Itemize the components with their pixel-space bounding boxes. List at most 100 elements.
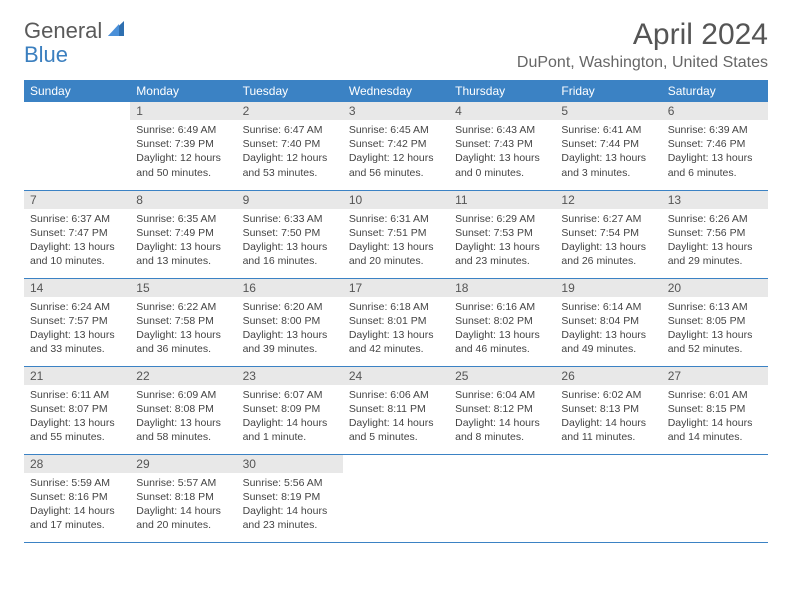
- sunrise-text: Sunrise: 6:07 AM: [243, 388, 337, 402]
- sunrise-text: Sunrise: 6:18 AM: [349, 300, 443, 314]
- sunset-text: Sunset: 7:53 PM: [455, 226, 549, 240]
- calendar-cell: 27Sunrise: 6:01 AMSunset: 8:15 PMDayligh…: [662, 366, 768, 454]
- calendar-cell: 18Sunrise: 6:16 AMSunset: 8:02 PMDayligh…: [449, 278, 555, 366]
- logo-word-blue: Blue: [24, 42, 68, 67]
- calendar-row: 1Sunrise: 6:49 AMSunset: 7:39 PMDaylight…: [24, 102, 768, 190]
- day-body: Sunrise: 6:33 AMSunset: 7:50 PMDaylight:…: [237, 209, 343, 273]
- location: DuPont, Washington, United States: [517, 54, 768, 72]
- calendar-cell: 13Sunrise: 6:26 AMSunset: 7:56 PMDayligh…: [662, 190, 768, 278]
- day-number: 27: [662, 367, 768, 385]
- calendar-cell: 4Sunrise: 6:43 AMSunset: 7:43 PMDaylight…: [449, 102, 555, 190]
- day-body: Sunrise: 6:09 AMSunset: 8:08 PMDaylight:…: [130, 385, 236, 449]
- sunrise-text: Sunrise: 6:45 AM: [349, 123, 443, 137]
- day-number: 22: [130, 367, 236, 385]
- day-body: Sunrise: 6:43 AMSunset: 7:43 PMDaylight:…: [449, 120, 555, 184]
- day-number: 28: [24, 455, 130, 473]
- day-body: Sunrise: 6:04 AMSunset: 8:12 PMDaylight:…: [449, 385, 555, 449]
- day-body: Sunrise: 6:01 AMSunset: 8:15 PMDaylight:…: [662, 385, 768, 449]
- sunset-text: Sunset: 8:02 PM: [455, 314, 549, 328]
- sunset-text: Sunset: 8:00 PM: [243, 314, 337, 328]
- day-body: Sunrise: 6:35 AMSunset: 7:49 PMDaylight:…: [130, 209, 236, 273]
- daylight-text: Daylight: 12 hours and 53 minutes.: [243, 151, 337, 179]
- daylight-text: Daylight: 13 hours and 49 minutes.: [561, 328, 655, 356]
- sunset-text: Sunset: 7:39 PM: [136, 137, 230, 151]
- sunset-text: Sunset: 7:44 PM: [561, 137, 655, 151]
- calendar-cell: 28Sunrise: 5:59 AMSunset: 8:16 PMDayligh…: [24, 454, 130, 542]
- day-body: Sunrise: 6:13 AMSunset: 8:05 PMDaylight:…: [662, 297, 768, 361]
- daylight-text: Daylight: 13 hours and 55 minutes.: [30, 416, 124, 444]
- calendar-cell: 26Sunrise: 6:02 AMSunset: 8:13 PMDayligh…: [555, 366, 661, 454]
- calendar-row: 7Sunrise: 6:37 AMSunset: 7:47 PMDaylight…: [24, 190, 768, 278]
- sunset-text: Sunset: 8:01 PM: [349, 314, 443, 328]
- daylight-text: Daylight: 13 hours and 39 minutes.: [243, 328, 337, 356]
- day-number: 26: [555, 367, 661, 385]
- sunset-text: Sunset: 8:15 PM: [668, 402, 762, 416]
- sunset-text: Sunset: 7:42 PM: [349, 137, 443, 151]
- sunset-text: Sunset: 7:51 PM: [349, 226, 443, 240]
- day-number: 12: [555, 191, 661, 209]
- day-number: 17: [343, 279, 449, 297]
- sunrise-text: Sunrise: 6:31 AM: [349, 212, 443, 226]
- calendar-cell: 11Sunrise: 6:29 AMSunset: 7:53 PMDayligh…: [449, 190, 555, 278]
- daylight-text: Daylight: 13 hours and 26 minutes.: [561, 240, 655, 268]
- calendar-cell: [662, 454, 768, 542]
- day-body: Sunrise: 6:14 AMSunset: 8:04 PMDaylight:…: [555, 297, 661, 361]
- daylight-text: Daylight: 14 hours and 23 minutes.: [243, 504, 337, 532]
- calendar-cell: 12Sunrise: 6:27 AMSunset: 7:54 PMDayligh…: [555, 190, 661, 278]
- daylight-text: Daylight: 14 hours and 1 minute.: [243, 416, 337, 444]
- day-number: 18: [449, 279, 555, 297]
- day-number: 25: [449, 367, 555, 385]
- day-body: Sunrise: 6:29 AMSunset: 7:53 PMDaylight:…: [449, 209, 555, 273]
- day-number: 8: [130, 191, 236, 209]
- day-header-row: Sunday Monday Tuesday Wednesday Thursday…: [24, 80, 768, 102]
- calendar-cell: 5Sunrise: 6:41 AMSunset: 7:44 PMDaylight…: [555, 102, 661, 190]
- sunset-text: Sunset: 7:47 PM: [30, 226, 124, 240]
- calendar-cell: [343, 454, 449, 542]
- daylight-text: Daylight: 12 hours and 56 minutes.: [349, 151, 443, 179]
- sunrise-text: Sunrise: 6:49 AM: [136, 123, 230, 137]
- calendar-cell: 30Sunrise: 5:56 AMSunset: 8:19 PMDayligh…: [237, 454, 343, 542]
- day-body: Sunrise: 6:20 AMSunset: 8:00 PMDaylight:…: [237, 297, 343, 361]
- sunrise-text: Sunrise: 6:43 AM: [455, 123, 549, 137]
- daylight-text: Daylight: 13 hours and 23 minutes.: [455, 240, 549, 268]
- day-number: 19: [555, 279, 661, 297]
- calendar-cell: 25Sunrise: 6:04 AMSunset: 8:12 PMDayligh…: [449, 366, 555, 454]
- sunrise-text: Sunrise: 6:47 AM: [243, 123, 337, 137]
- day-body: Sunrise: 6:45 AMSunset: 7:42 PMDaylight:…: [343, 120, 449, 184]
- sunrise-text: Sunrise: 6:04 AM: [455, 388, 549, 402]
- sunrise-text: Sunrise: 6:37 AM: [30, 212, 124, 226]
- sunrise-text: Sunrise: 6:33 AM: [243, 212, 337, 226]
- day-number: 15: [130, 279, 236, 297]
- sunset-text: Sunset: 8:18 PM: [136, 490, 230, 504]
- calendar-cell: 3Sunrise: 6:45 AMSunset: 7:42 PMDaylight…: [343, 102, 449, 190]
- calendar-row: 28Sunrise: 5:59 AMSunset: 8:16 PMDayligh…: [24, 454, 768, 542]
- daylight-text: Daylight: 12 hours and 50 minutes.: [136, 151, 230, 179]
- calendar-cell: [449, 454, 555, 542]
- calendar-cell: [555, 454, 661, 542]
- day-number: 20: [662, 279, 768, 297]
- sunrise-text: Sunrise: 6:01 AM: [668, 388, 762, 402]
- calendar-cell: 21Sunrise: 6:11 AMSunset: 8:07 PMDayligh…: [24, 366, 130, 454]
- day-body: Sunrise: 6:07 AMSunset: 8:09 PMDaylight:…: [237, 385, 343, 449]
- calendar-cell: 14Sunrise: 6:24 AMSunset: 7:57 PMDayligh…: [24, 278, 130, 366]
- calendar-cell: [24, 102, 130, 190]
- calendar-cell: 8Sunrise: 6:35 AMSunset: 7:49 PMDaylight…: [130, 190, 236, 278]
- day-body: Sunrise: 6:39 AMSunset: 7:46 PMDaylight:…: [662, 120, 768, 184]
- calendar-row: 14Sunrise: 6:24 AMSunset: 7:57 PMDayligh…: [24, 278, 768, 366]
- sunset-text: Sunset: 8:12 PM: [455, 402, 549, 416]
- daylight-text: Daylight: 14 hours and 5 minutes.: [349, 416, 443, 444]
- daylight-text: Daylight: 13 hours and 6 minutes.: [668, 151, 762, 179]
- day-body: Sunrise: 6:41 AMSunset: 7:44 PMDaylight:…: [555, 120, 661, 184]
- day-number: 14: [24, 279, 130, 297]
- sunrise-text: Sunrise: 6:02 AM: [561, 388, 655, 402]
- sunrise-text: Sunrise: 6:09 AM: [136, 388, 230, 402]
- daylight-text: Daylight: 13 hours and 20 minutes.: [349, 240, 443, 268]
- day-body: Sunrise: 6:26 AMSunset: 7:56 PMDaylight:…: [662, 209, 768, 273]
- daylight-text: Daylight: 13 hours and 52 minutes.: [668, 328, 762, 356]
- calendar-cell: 15Sunrise: 6:22 AMSunset: 7:58 PMDayligh…: [130, 278, 236, 366]
- day-body: Sunrise: 6:27 AMSunset: 7:54 PMDaylight:…: [555, 209, 661, 273]
- day-number: 9: [237, 191, 343, 209]
- daylight-text: Daylight: 14 hours and 14 minutes.: [668, 416, 762, 444]
- sunrise-text: Sunrise: 6:20 AM: [243, 300, 337, 314]
- sunset-text: Sunset: 7:50 PM: [243, 226, 337, 240]
